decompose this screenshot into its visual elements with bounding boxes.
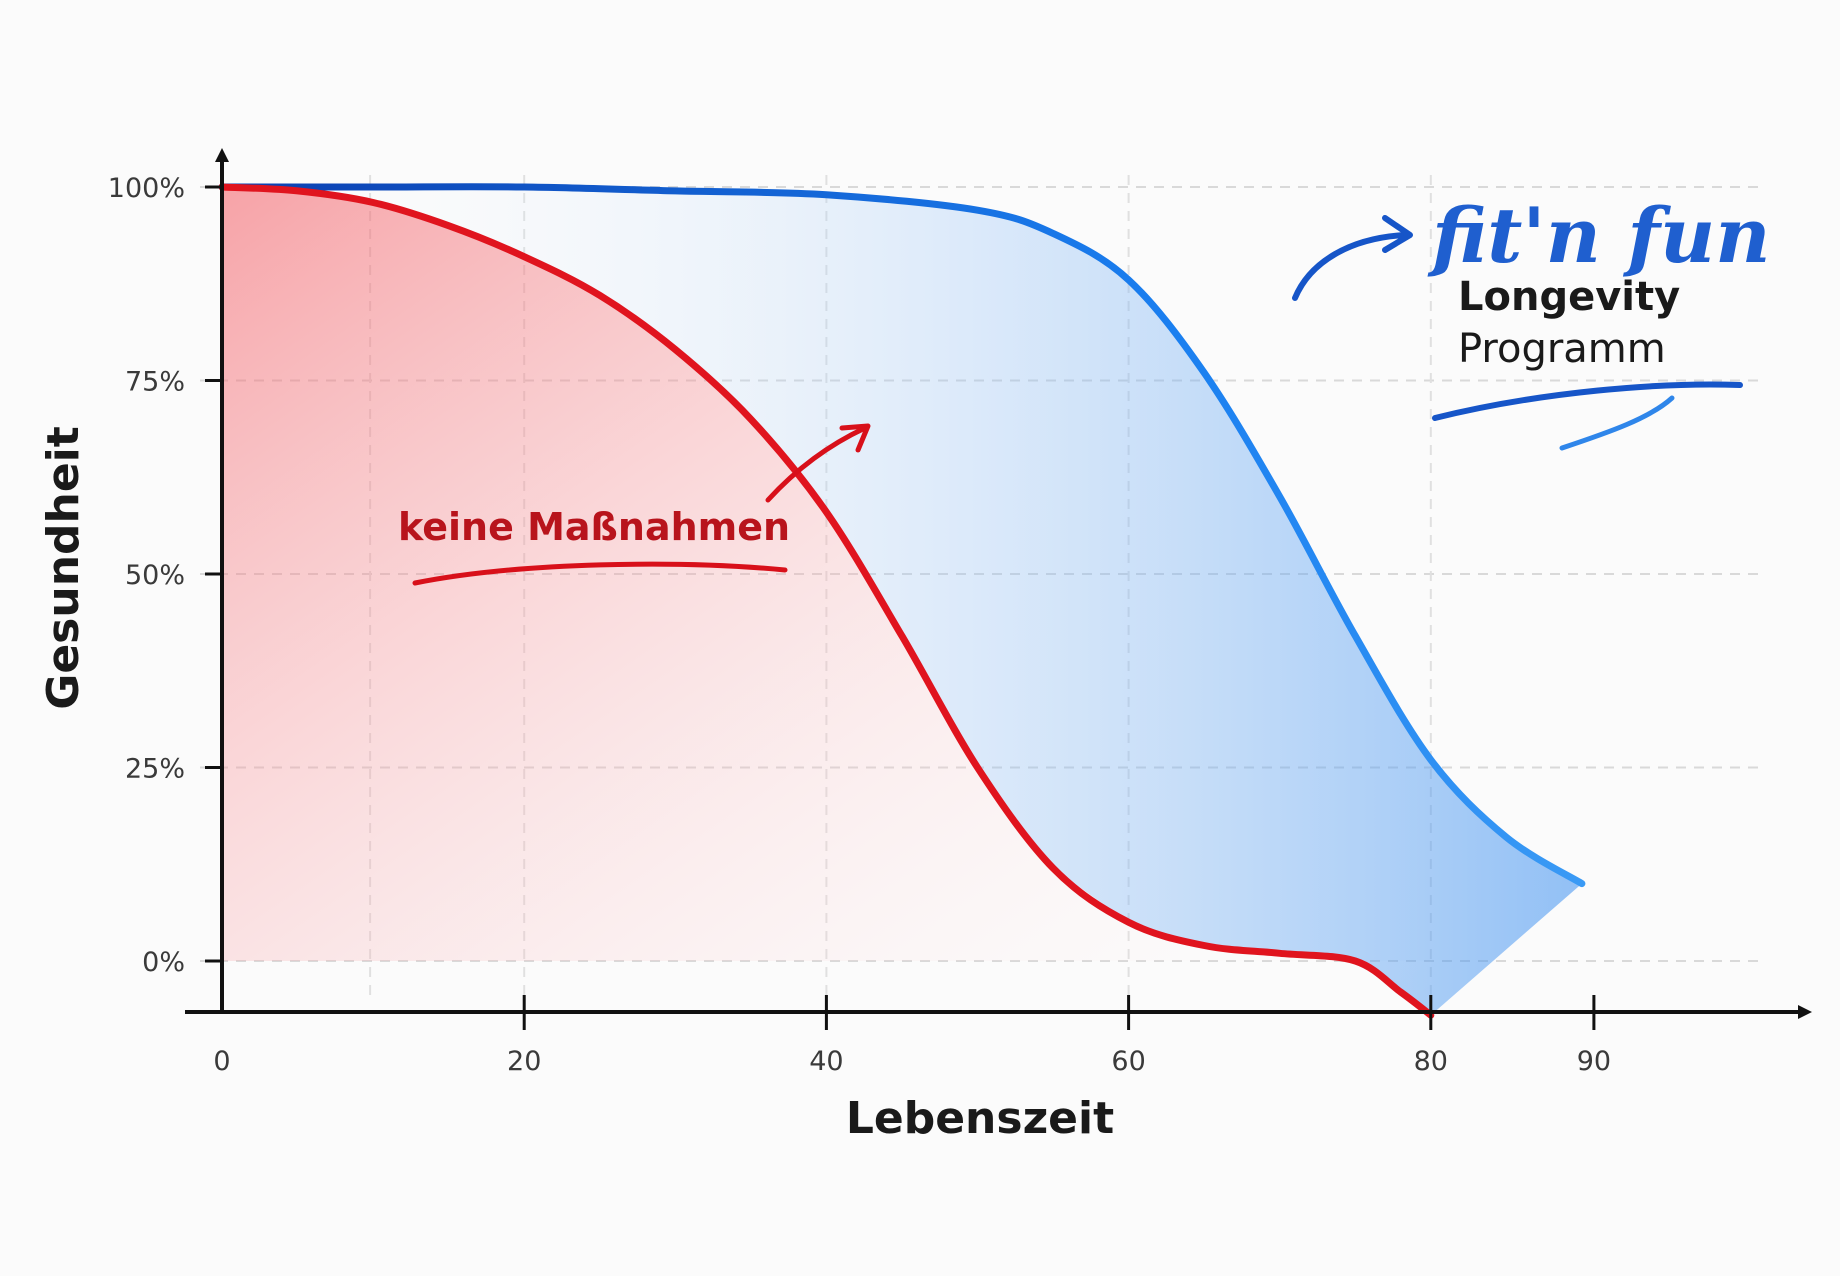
ticks: 0% 25% 50% 75% 100% 0 20 40 60 80 90 — [108, 173, 1611, 1077]
x-tick-label: 20 — [507, 1046, 541, 1077]
y-tick-label: 50% — [125, 560, 185, 591]
blue-underline-swoosh-2 — [1559, 395, 1675, 451]
brand-logo-text: fit'n fun — [1427, 191, 1771, 280]
blue-arrow-icon — [1292, 232, 1408, 301]
red-arrow-head-icon — [839, 423, 871, 453]
x-tick-label: 80 — [1414, 1046, 1448, 1077]
brand-line-longevity: Longevity — [1458, 274, 1680, 320]
red-underline-swoosh — [412, 561, 788, 586]
x-axis-title: Lebenszeit — [846, 1093, 1114, 1144]
brand-line-programm: Programm — [1458, 326, 1666, 372]
brand-annotation: fit'n fun Longevity Programm — [1292, 191, 1771, 451]
red-arrow-icon — [765, 425, 868, 503]
area-fills — [222, 186, 1582, 1016]
x-tick-label: 90 — [1577, 1046, 1611, 1077]
y-tick-label: 0% — [142, 947, 185, 978]
blue-series-line — [218, 183, 1586, 888]
blue-area-fill — [222, 186, 1582, 1016]
red-area-fill — [222, 187, 1431, 1016]
x-tick-label: 60 — [1111, 1046, 1145, 1077]
blue-underline-swoosh — [1432, 381, 1743, 421]
y-axis-title: Gesundheit — [38, 426, 89, 710]
y-tick-label: 75% — [125, 367, 185, 398]
x-tick-label: 40 — [809, 1046, 843, 1077]
y-tick-label: 25% — [125, 754, 185, 785]
red-series-label: keine Maßnahmen — [398, 505, 790, 549]
y-tick-label: 100% — [108, 173, 185, 204]
red-series-line — [218, 183, 1435, 1019]
red-annotation: keine Maßnahmen — [398, 423, 871, 586]
series-lines — [218, 183, 1586, 1019]
x-tick-label: 0 — [213, 1046, 230, 1077]
blue-arrow-head-icon — [1382, 215, 1413, 253]
